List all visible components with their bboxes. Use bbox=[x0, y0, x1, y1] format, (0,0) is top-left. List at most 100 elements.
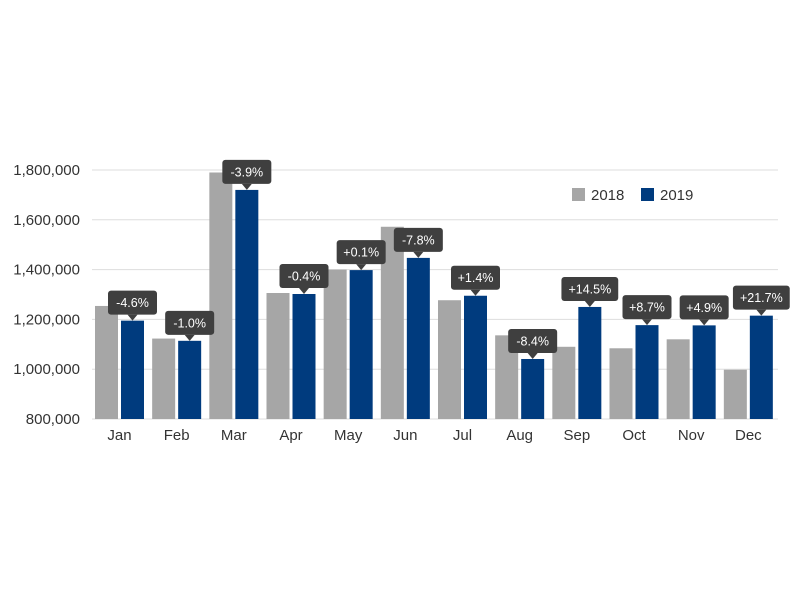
callout-box bbox=[561, 276, 619, 301]
x-tick-label: Apr bbox=[279, 427, 302, 444]
callout-dec: +21.7% bbox=[732, 285, 790, 316]
callout-box bbox=[165, 310, 215, 335]
y-tick-label: 800,000 bbox=[26, 411, 80, 428]
callout-label: +8.7% bbox=[629, 301, 665, 315]
callout-box bbox=[508, 328, 558, 353]
bar-2019-may bbox=[349, 270, 373, 419]
callout-box bbox=[451, 265, 500, 290]
bar-2019-oct bbox=[635, 325, 659, 419]
legend-item-2018: 2018 bbox=[572, 187, 624, 204]
bar-2018-dec bbox=[723, 369, 747, 419]
callout-apr: -0.4% bbox=[279, 264, 329, 295]
bar-2019-jul bbox=[464, 295, 487, 419]
bar-2018-jul bbox=[438, 300, 461, 419]
bar-2019-jan bbox=[121, 320, 144, 419]
callout-label: -3.9% bbox=[231, 165, 264, 179]
callout-box bbox=[393, 227, 443, 252]
legend-swatch bbox=[641, 188, 654, 201]
callout-pointer bbox=[584, 300, 595, 307]
callout-jan: -4.6% bbox=[108, 290, 157, 321]
callout-box bbox=[108, 290, 157, 315]
callout-pointer bbox=[413, 251, 424, 258]
callout-oct: +8.7% bbox=[622, 295, 672, 326]
y-tick-label: 1,800,000 bbox=[13, 162, 80, 179]
bars bbox=[95, 172, 773, 419]
callout-pointer bbox=[127, 314, 138, 321]
callout-jun: -7.8% bbox=[393, 227, 443, 258]
bar-2018-feb bbox=[152, 338, 176, 419]
x-tick-label: Jul bbox=[453, 427, 472, 444]
bar-2019-dec bbox=[749, 315, 773, 419]
callout-jul: +1.4% bbox=[451, 265, 500, 296]
callout-box bbox=[622, 295, 672, 320]
legend-label: 2019 bbox=[660, 187, 693, 204]
y-tick-label: 1,400,000 bbox=[13, 262, 80, 279]
y-tick-label: 1,600,000 bbox=[13, 212, 80, 229]
x-tick-label: Jun bbox=[393, 427, 417, 444]
bar-2018-may bbox=[323, 269, 347, 419]
x-tick-label: Nov bbox=[678, 427, 705, 444]
callout-label: +0.1% bbox=[343, 246, 379, 260]
change-callouts: -4.6% -1.0% -3.9% -0.4% +0.1% -7.8% +1.4% -8.4%… bbox=[108, 159, 790, 359]
callout-label: +1.4% bbox=[458, 271, 494, 285]
bar-2019-nov bbox=[692, 325, 716, 419]
callout-aug: -8.4% bbox=[508, 328, 558, 359]
bar-2019-feb bbox=[178, 340, 202, 419]
callout-box bbox=[336, 240, 386, 265]
callout-nov: +4.9% bbox=[679, 295, 729, 326]
callout-label: -1.0% bbox=[173, 316, 206, 330]
callout-label: -7.8% bbox=[402, 233, 435, 247]
callout-label: +14.5% bbox=[568, 282, 611, 296]
callout-box bbox=[279, 264, 329, 289]
bar-2018-oct bbox=[609, 348, 633, 419]
callout-pointer bbox=[699, 319, 710, 326]
bar-2018-aug bbox=[495, 335, 519, 419]
x-tick-label: Aug bbox=[506, 427, 533, 444]
legend-swatch bbox=[572, 188, 585, 201]
bar-2019-aug bbox=[521, 358, 545, 419]
bar-2019-mar bbox=[235, 189, 259, 419]
callout-box bbox=[222, 159, 272, 184]
bar-2018-mar bbox=[209, 172, 233, 419]
y-tick-label: 1,200,000 bbox=[13, 311, 80, 328]
callout-label: +21.7% bbox=[740, 291, 783, 305]
callout-mar: -3.9% bbox=[222, 159, 272, 190]
x-axis: Jan Feb Mar Apr May Jun Jul Aug Sep Oct Nov Dec bbox=[107, 427, 762, 444]
callout-pointer bbox=[184, 334, 195, 341]
bar-2019-sep bbox=[578, 306, 602, 419]
y-tick-label: 1,000,000 bbox=[13, 361, 80, 378]
legend: 2018 2019 bbox=[572, 187, 693, 204]
callout-label: -4.6% bbox=[116, 296, 149, 310]
callout-label: -8.4% bbox=[516, 334, 549, 348]
callout-may: +0.1% bbox=[336, 240, 386, 271]
legend-item-2019: 2019 bbox=[641, 187, 693, 204]
y-axis: 800,000 1,000,000 1,200,000 1,400,000 1,600,… bbox=[13, 162, 80, 428]
bar-2018-sep bbox=[552, 346, 576, 419]
bar-2018-apr bbox=[266, 293, 290, 419]
bar-2019-jun bbox=[406, 257, 430, 419]
bar-2018-jun bbox=[380, 226, 404, 419]
callout-pointer bbox=[756, 309, 767, 316]
x-tick-label: Mar bbox=[221, 427, 247, 444]
callout-label: +4.9% bbox=[686, 301, 722, 315]
callout-box bbox=[679, 295, 729, 320]
callout-pointer bbox=[356, 264, 367, 271]
x-tick-label: Jan bbox=[107, 427, 131, 444]
bar-2018-jan bbox=[95, 305, 118, 419]
x-tick-label: May bbox=[334, 427, 363, 444]
callout-pointer bbox=[299, 288, 309, 295]
callout-pointer bbox=[642, 319, 652, 326]
callout-box bbox=[732, 285, 790, 310]
bar-2019-apr bbox=[292, 294, 316, 419]
callout-pointer bbox=[527, 352, 538, 359]
bar-2018-nov bbox=[666, 339, 690, 419]
legend-label: 2018 bbox=[591, 187, 624, 204]
callout-pointer bbox=[241, 183, 252, 190]
callout-sep: +14.5% bbox=[561, 276, 619, 307]
x-tick-label: Feb bbox=[164, 427, 190, 444]
x-tick-label: Oct bbox=[622, 427, 646, 444]
callout-pointer bbox=[470, 289, 481, 296]
callout-feb: -1.0% bbox=[165, 310, 215, 341]
x-tick-label: Sep bbox=[563, 427, 590, 444]
